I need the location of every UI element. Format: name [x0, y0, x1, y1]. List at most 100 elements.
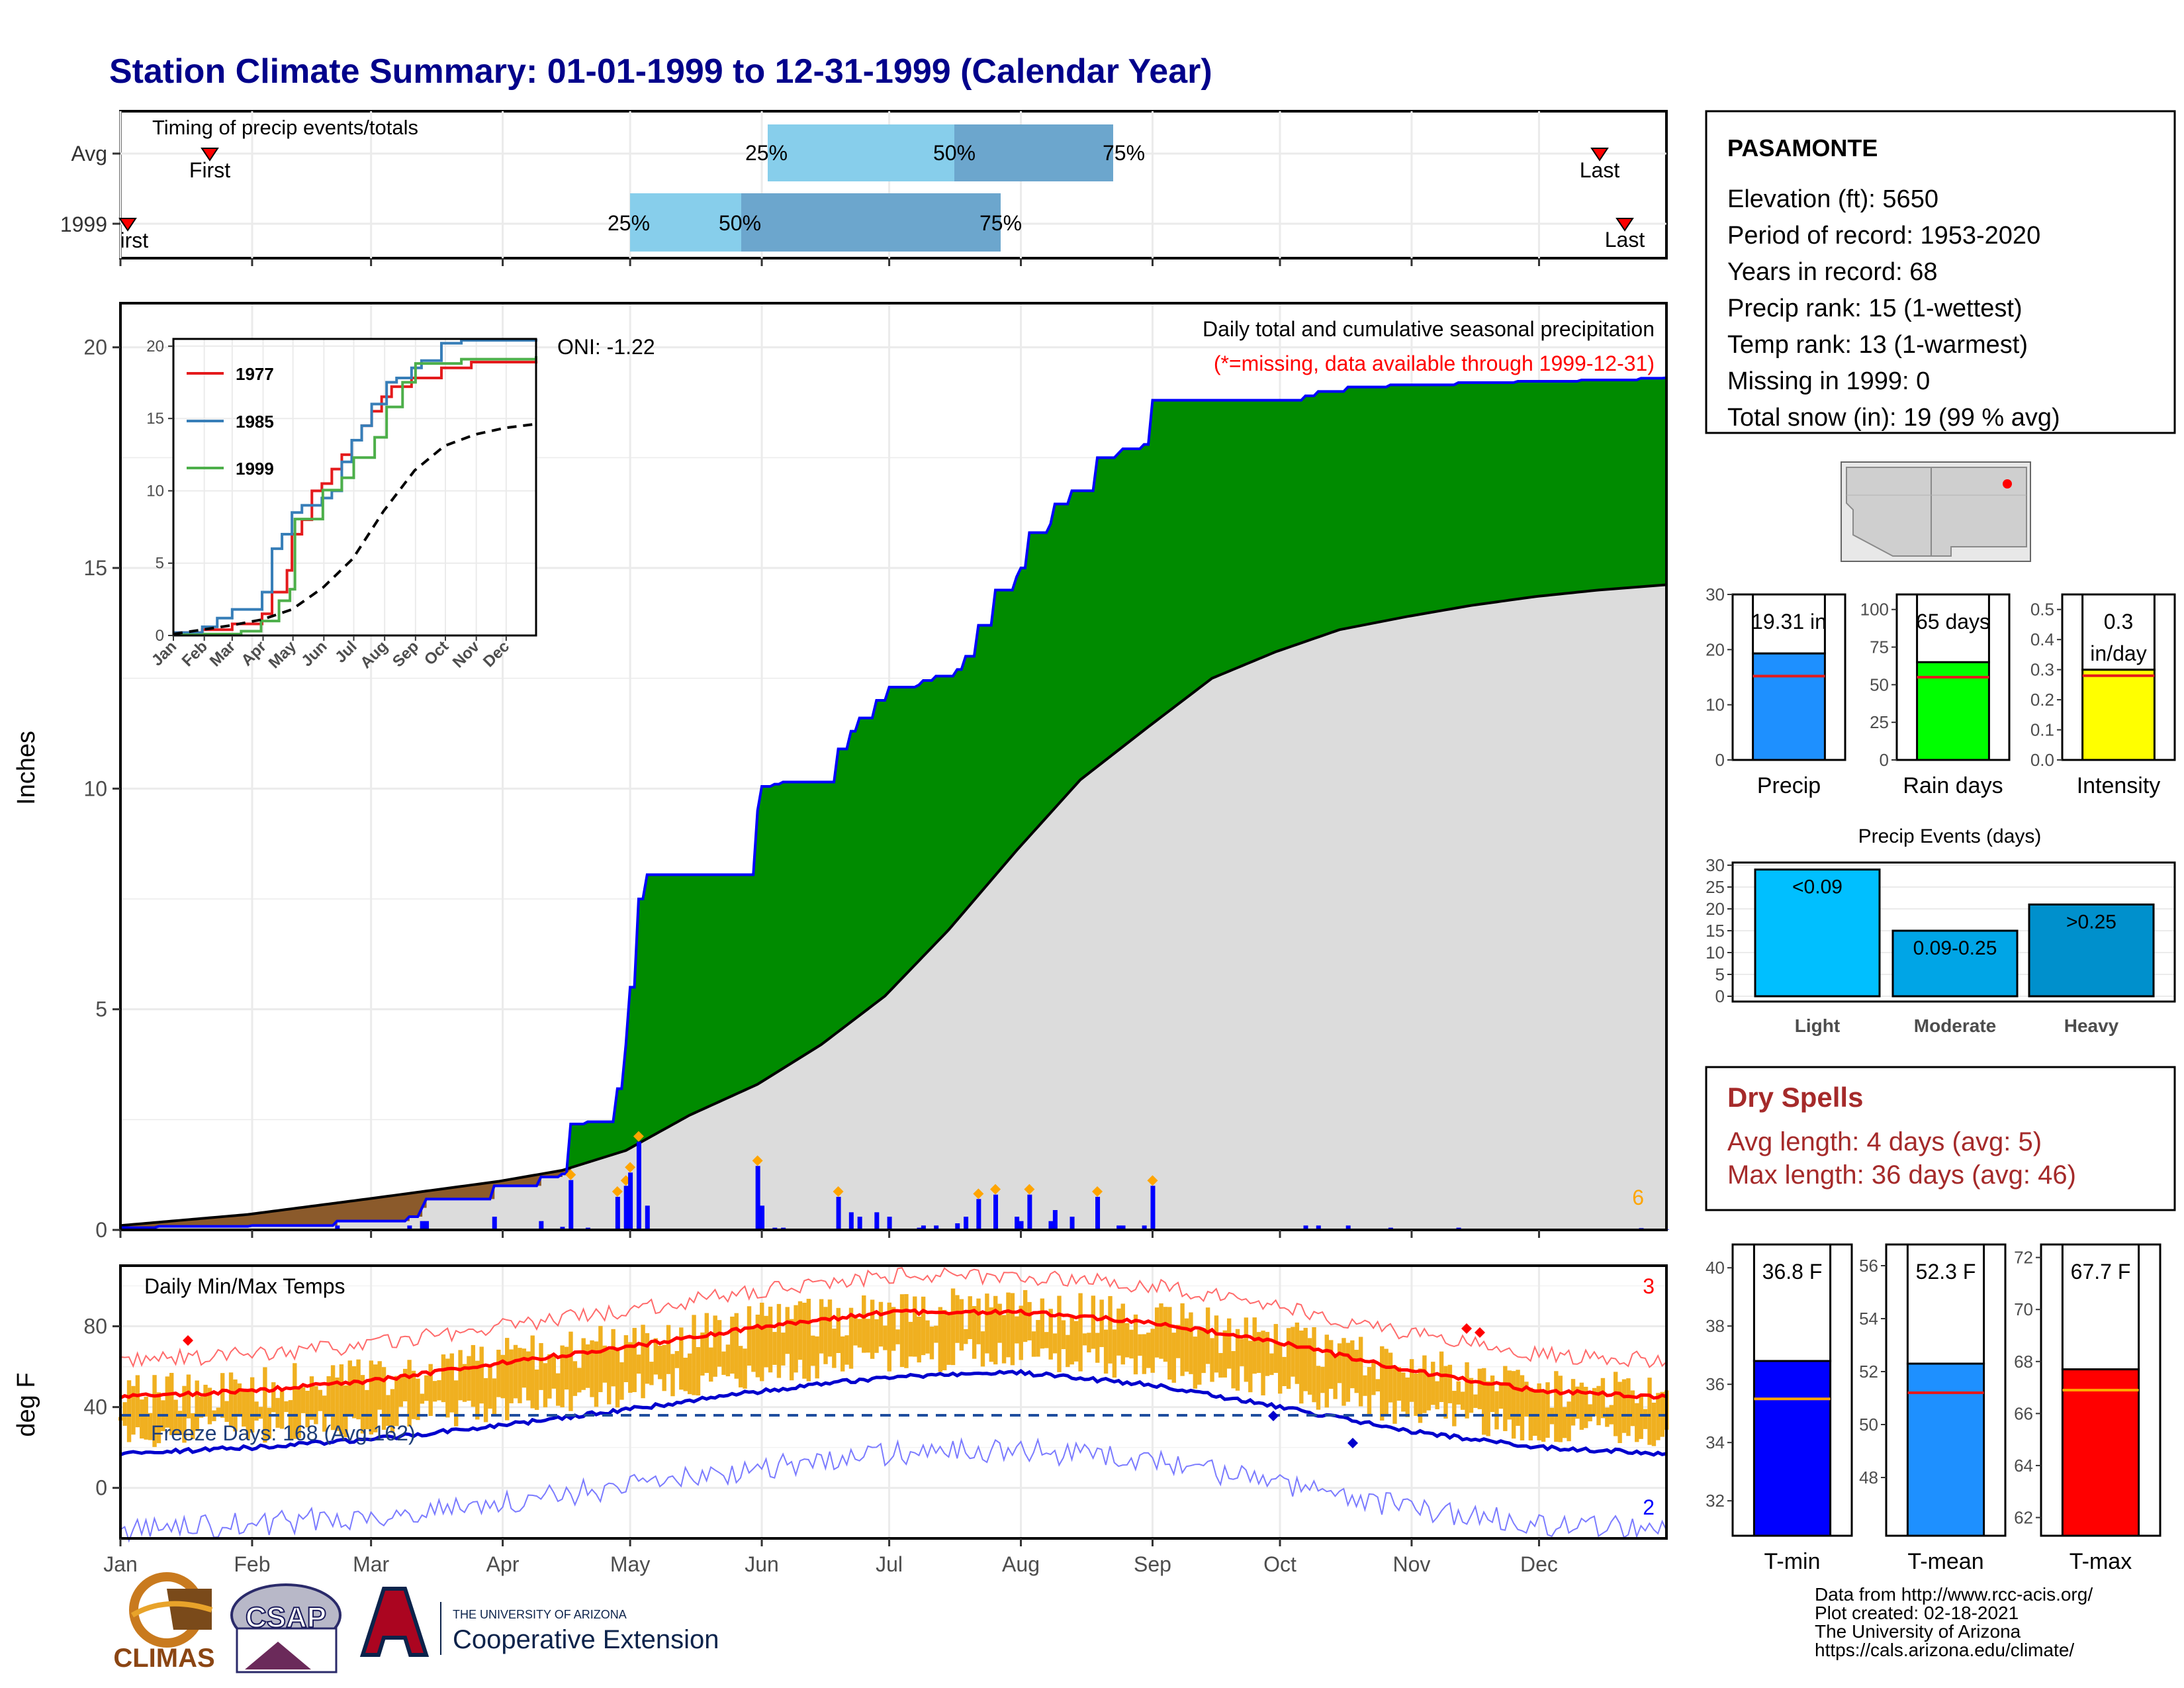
- mini-bar-ytick-label: 0.5: [2030, 600, 2054, 620]
- daily-temp-bar: [747, 1306, 752, 1366]
- daily-temp-bar: [649, 1362, 654, 1385]
- daily-temp-bar: [1333, 1356, 1338, 1399]
- daily-temp-bar: [1350, 1340, 1355, 1389]
- daily-temp-bar: [513, 1344, 518, 1399]
- timing-title: Timing of precip events/totals: [152, 116, 418, 139]
- daily-temp-bar: [1592, 1387, 1597, 1417]
- timing-year-first-marker: [118, 218, 137, 232]
- daily-temp-bar: [1201, 1328, 1206, 1374]
- daily-temp-bar: [1431, 1362, 1435, 1405]
- daily-temp-bar: [437, 1380, 441, 1401]
- events-ytick-label: 20: [1706, 899, 1725, 919]
- daily-temp-bar: [462, 1364, 467, 1402]
- daily-temp-bar: [934, 1325, 938, 1343]
- csap-logo-text: CSAP: [246, 1601, 326, 1634]
- precip-events-chart: Precip Events (days) <0.09 Light 0.09-0.25…: [1706, 825, 2176, 1036]
- daily-temp-bar: [309, 1376, 314, 1420]
- daily-temp-bar: [1545, 1382, 1550, 1438]
- dry-spells-avg: Avg length: 4 days (avg: 5): [1727, 1127, 2042, 1156]
- mini-bar-ytick-label: 52: [1859, 1362, 1878, 1382]
- daily-temp-bar: [1273, 1324, 1278, 1373]
- daily-temp-bar: [373, 1364, 378, 1432]
- daily-temp-bar: [696, 1346, 701, 1396]
- climas-logo-swoosh: [130, 1601, 213, 1618]
- daily-temp-bar: [1579, 1382, 1584, 1430]
- daily-temp-bar: [891, 1307, 896, 1351]
- timing-year-50-75-bar: [741, 193, 1001, 252]
- daily-temp-bar: [1048, 1309, 1053, 1360]
- daily-temp-bar: [1031, 1331, 1036, 1357]
- precip-panel-note: (*=missing, data available through 1999-…: [1214, 352, 1655, 375]
- daily-temp-bar: [641, 1325, 645, 1399]
- summary-bar-value-label: 65 days: [1916, 610, 1990, 633]
- mini-bar-ytick-label: 38: [1706, 1316, 1725, 1336]
- daily-precip-bar: [1069, 1217, 1075, 1230]
- record-precip-marker: [1147, 1175, 1158, 1186]
- temp-panel: 0 40 80 Jan Feb Mar Apr May Jun Jul Aug Sep Oct Nov D…: [13, 1230, 1669, 1576]
- daily-temp-bar: [220, 1373, 225, 1418]
- daily-temp-bar: [390, 1389, 395, 1433]
- mini-bar-ytick-label: 20: [1706, 639, 1725, 659]
- daily-temp-bar: [670, 1354, 675, 1397]
- daily-temp-bar: [1312, 1327, 1316, 1403]
- mini-bar-ytick-label: 36: [1706, 1374, 1725, 1394]
- record-max-marker-nov-2: [1475, 1327, 1485, 1338]
- daily-temp-bar: [1244, 1317, 1249, 1382]
- daily-precip-bar: [964, 1217, 969, 1230]
- daily-temp-bar: [1367, 1367, 1372, 1415]
- daily-temp-bar: [1019, 1305, 1023, 1360]
- daily-temp-bar: [789, 1319, 794, 1381]
- daily-temp-bar: [547, 1354, 552, 1399]
- mini-bar-ytick-label: 70: [2014, 1299, 2033, 1319]
- daily-temp-bar: [1443, 1366, 1448, 1419]
- daily-temp-bar: [743, 1348, 747, 1389]
- summary-bar-remainder-1: [1916, 593, 1990, 663]
- daily-temp-bar: [263, 1367, 267, 1443]
- precip-ylabel: Inches: [13, 731, 40, 805]
- daily-temp-bar: [908, 1321, 913, 1357]
- timing-row-label-avg: Avg: [71, 142, 107, 165]
- daily-temp-bar: [1324, 1335, 1329, 1408]
- daily-temp-bar: [997, 1303, 1002, 1343]
- daily-temp-bar: [1503, 1366, 1508, 1431]
- daily-temp-bar: [539, 1342, 543, 1390]
- daily-temp-bar: [1006, 1292, 1011, 1358]
- daily-temp-bar: [1091, 1295, 1096, 1349]
- timing-avg-first-label: First: [189, 158, 230, 182]
- timing-avg-75-label: 75%: [1103, 141, 1145, 165]
- record-min-line: [120, 1437, 1667, 1543]
- daily-temp-bar: [293, 1363, 297, 1439]
- events-title: Precip Events (days): [1858, 825, 2042, 847]
- events-ytick-label: 25: [1706, 877, 1725, 897]
- daily-temp-bar: [296, 1388, 301, 1438]
- station-line-snow: Total snow (in): 19 (99 % avg): [1727, 404, 2060, 432]
- daily-precip-bar: [615, 1197, 620, 1230]
- logo-climas: CLIMAS: [113, 1572, 215, 1673]
- mini-bar-ytick-label: 30: [1706, 585, 1725, 604]
- temp-ytick-label: 40: [83, 1395, 107, 1419]
- daily-temp-bar: [815, 1336, 819, 1379]
- mini-bar-ytick-label: 0.4: [2030, 630, 2054, 649]
- daily-temp-bar: [853, 1317, 858, 1346]
- mini-bar-ytick-label: 72: [2014, 1248, 2033, 1268]
- daily-temp-bar: [394, 1376, 399, 1427]
- daily-temp-bar: [1630, 1390, 1635, 1427]
- daily-temp-bar: [1524, 1382, 1529, 1417]
- daily-temp-bar: [844, 1335, 849, 1365]
- daily-temp-bar: [488, 1366, 492, 1409]
- daily-temp-bar: [365, 1389, 369, 1430]
- daily-precip-bar: [874, 1212, 880, 1230]
- daily-temp-bar: [827, 1299, 833, 1357]
- daily-temp-bar: [471, 1344, 476, 1407]
- daily-temp-bar: [1240, 1338, 1244, 1366]
- daily-temp-bar: [772, 1332, 777, 1365]
- daily-temp-bar: [1507, 1370, 1512, 1420]
- daily-temp-bar: [1418, 1368, 1423, 1423]
- daily-temp-bar: [1222, 1330, 1227, 1378]
- daily-temp-bar: [1286, 1328, 1291, 1389]
- daily-temp-bar: [1375, 1379, 1381, 1392]
- summary-bar-name: T-max: [2070, 1549, 2132, 1574]
- record-precip-marker: [990, 1184, 1001, 1195]
- daily-temp-bar: [1142, 1334, 1147, 1374]
- daily-temp-bar: [228, 1372, 234, 1427]
